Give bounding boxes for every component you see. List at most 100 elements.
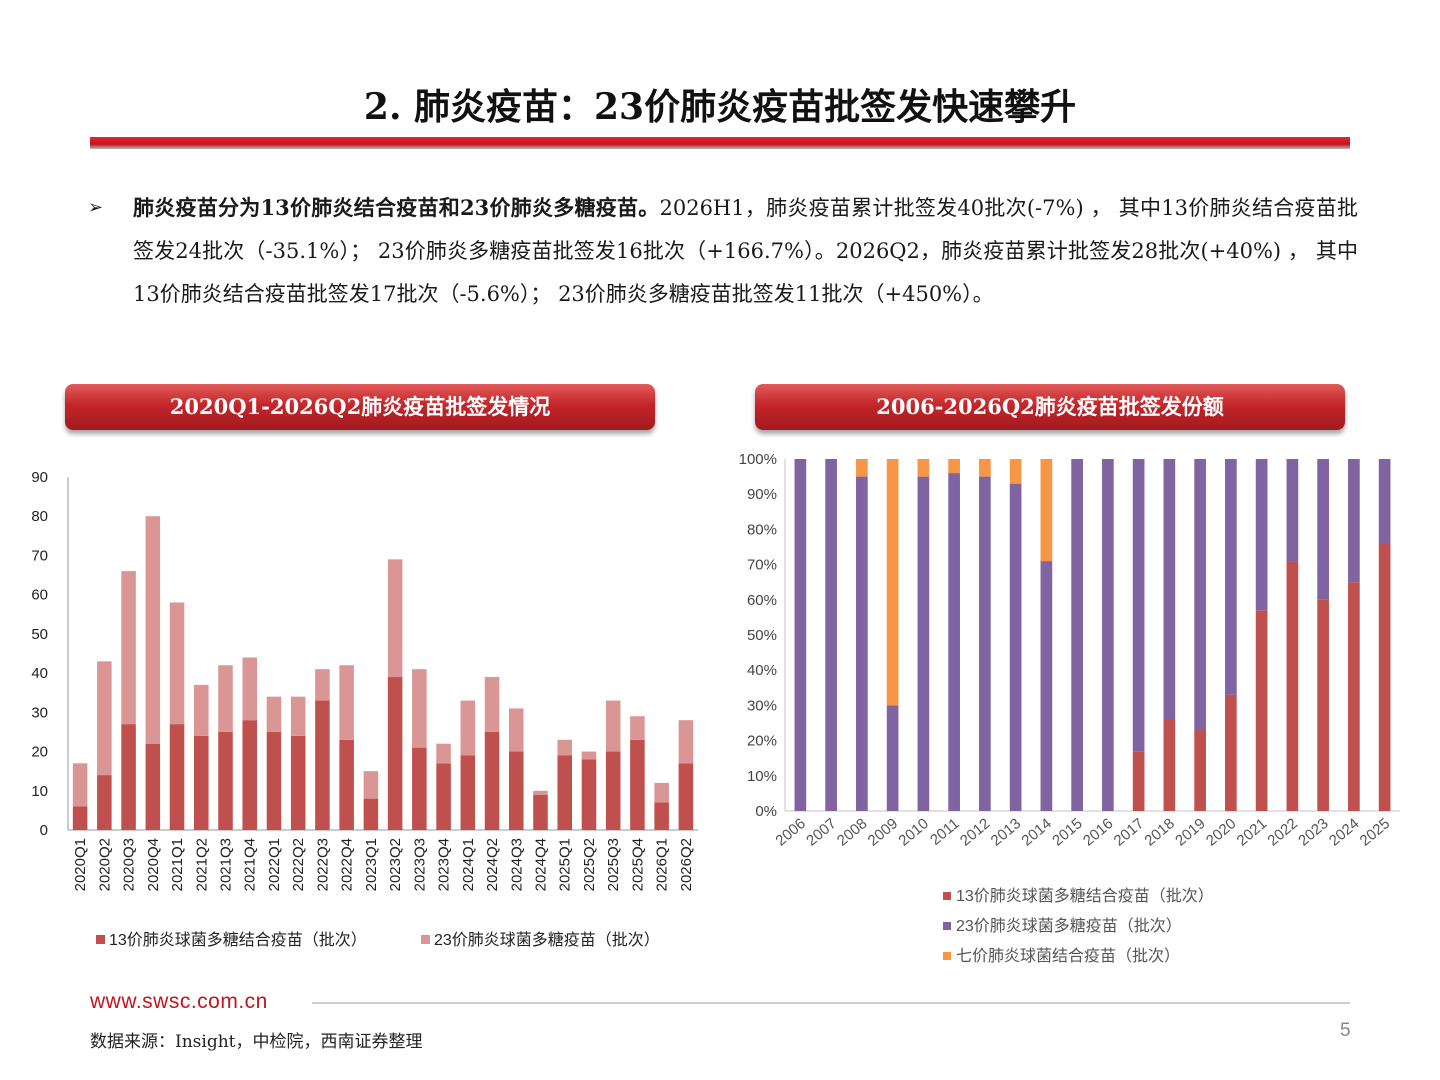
ppv23-share-bar <box>886 705 899 811</box>
ppv23-bar <box>509 708 524 752</box>
x-tick-label: 2021 <box>1234 815 1270 849</box>
pcv13-bar <box>194 735 209 830</box>
ppv23-share-bar <box>1255 459 1268 611</box>
legend-swatch <box>943 892 951 900</box>
x-tick-label: 2011 <box>927 815 963 849</box>
pcv13-bar <box>581 759 597 830</box>
pcv13-bar <box>363 798 379 830</box>
ppv23-share-bar <box>1378 459 1391 544</box>
x-tick-label: 2009 <box>865 815 901 849</box>
pcv13-bar <box>387 677 403 830</box>
y-tick-label: 20% <box>747 733 777 750</box>
x-tick-label: 2025Q3 <box>605 838 622 891</box>
pcv13-bar <box>145 743 161 830</box>
ppv23-bar <box>290 696 306 736</box>
left-chart-header: 2020Q1-2026Q2肺炎疫苗批签发情况 <box>65 384 655 430</box>
legend-swatch <box>96 935 105 944</box>
y-tick-label: 0 <box>40 822 48 839</box>
pcv7-share-bar <box>1040 459 1053 562</box>
x-tick-label: 2022Q3 <box>314 838 331 891</box>
ppv23-bar <box>242 657 257 721</box>
y-tick-label: 90 <box>31 469 48 486</box>
ppv23-bar <box>266 696 282 732</box>
legend-swatch <box>943 952 951 960</box>
pcv13-bar <box>678 763 694 830</box>
title-divider-bar <box>90 137 1350 149</box>
summary-bullet: ➢ 肺炎疫苗分为13价肺炎结合疫苗和23价肺炎多糖疫苗。2026H1，肺炎疫苗累… <box>88 186 1358 316</box>
ppv23-bar <box>72 763 88 807</box>
y-tick-label: 100% <box>739 451 777 468</box>
x-tick-label: 2020 <box>1203 815 1239 849</box>
pcv13-share-bar <box>1132 751 1145 811</box>
slide-title: 2. 肺炎疫苗：23价肺炎疫苗批签发快速攀升 <box>363 86 1077 128</box>
y-tick-label: 0% <box>755 803 777 820</box>
ppv23-bar <box>412 669 427 748</box>
x-tick-label: 2026Q1 <box>654 838 671 891</box>
x-tick-label: 2025 <box>1357 815 1393 849</box>
legend-label: 七价肺炎球菌结合疫苗（批次） <box>956 947 1180 965</box>
y-tick-label: 30% <box>747 697 777 714</box>
ppv23-bar <box>460 700 476 756</box>
y-tick-label: 80% <box>747 521 777 538</box>
x-tick-label: 2022Q4 <box>339 838 356 891</box>
pcv13-bar <box>412 747 427 830</box>
y-tick-label: 40 <box>31 665 48 682</box>
y-tick-label: 10 <box>31 783 48 800</box>
pcv13-bar <box>315 700 330 830</box>
pcv13-bar <box>557 755 572 830</box>
ppv23-bar <box>218 665 233 732</box>
ppv23-share-bar <box>1286 459 1299 562</box>
pcv13-bar <box>654 802 669 830</box>
y-tick-label: 50% <box>747 627 777 644</box>
pcv13-share-bar <box>1378 543 1391 811</box>
pcv13-bar <box>509 751 524 830</box>
legend-label: 23价肺炎球菌多糖疫苗（批次） <box>434 931 660 949</box>
x-tick-label: 2025Q2 <box>581 838 598 891</box>
ppv23-bar <box>363 771 379 799</box>
pcv7-share-bar <box>979 459 991 477</box>
x-tick-label: 2024 <box>1326 815 1362 849</box>
x-tick-label: 2008 <box>834 815 870 849</box>
y-tick-label: 90% <box>747 486 777 503</box>
right-chart-header: 2006-2026Q2肺炎疫苗批签发份额 <box>755 384 1345 430</box>
x-tick-label: 2017 <box>1111 815 1147 849</box>
x-tick-label: 2019 <box>1172 815 1208 849</box>
bullet-arrow-icon: ➢ <box>88 197 104 218</box>
x-tick-label: 2020Q1 <box>72 838 89 891</box>
ppv23-bar <box>630 716 645 740</box>
ppv23-share-bar <box>794 459 807 811</box>
pcv13-bar <box>290 735 306 830</box>
x-tick-label: 2012 <box>957 815 993 849</box>
ppv23-share-bar <box>1348 459 1360 583</box>
y-tick-label: 30 <box>31 704 48 721</box>
pcv13-bar <box>533 794 548 830</box>
x-tick-label: 2021Q1 <box>169 838 186 891</box>
x-tick-label: 2021Q4 <box>242 838 259 891</box>
x-tick-label: 2024Q4 <box>533 838 550 891</box>
ppv23-bar <box>484 677 500 732</box>
x-tick-label: 2022 <box>1264 815 1300 849</box>
y-tick-label: 50 <box>31 626 48 643</box>
ppv23-share-bar <box>917 476 930 811</box>
ppv23-bar <box>605 700 621 752</box>
ppv23-bar <box>533 790 548 795</box>
pcv13-bar <box>242 720 257 830</box>
x-tick-label: 2023Q3 <box>411 838 428 891</box>
ppv23-share-bar <box>1132 459 1145 752</box>
pcv13-bar <box>339 739 354 830</box>
legend-label: 13价肺炎球菌多糖结合疫苗（批次） <box>956 887 1214 905</box>
x-tick-label: 2023 <box>1295 815 1331 849</box>
y-tick-label: 60% <box>747 592 777 609</box>
x-tick-label: 2022Q2 <box>290 838 307 891</box>
footer-url[interactable]: www.swsc.com.cn <box>90 990 268 1013</box>
ppv23-share-bar <box>1102 459 1114 811</box>
ppv23-share-bar <box>1317 459 1329 600</box>
pcv7-share-bar <box>856 459 868 477</box>
pcv13-bar <box>169 724 185 830</box>
legend-swatch <box>943 922 951 930</box>
ppv23-share-bar <box>1040 561 1053 811</box>
ppv23-bar <box>121 571 136 725</box>
x-tick-label: 2022Q1 <box>266 838 283 891</box>
pcv13-bar <box>121 724 136 830</box>
pcv13-bar <box>72 806 88 830</box>
